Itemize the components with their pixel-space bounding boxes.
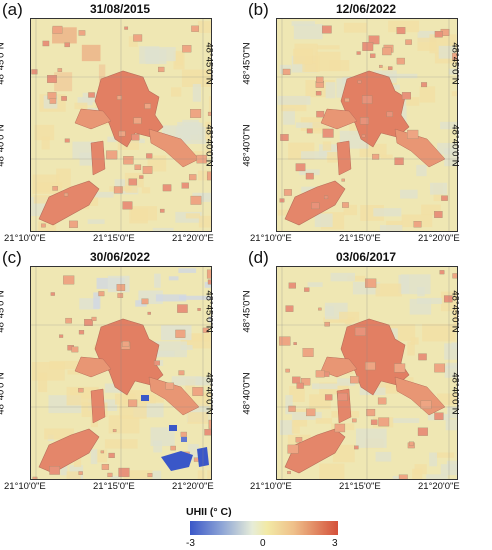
y-tick-label: 48°40'0"N — [203, 124, 215, 167]
y-tick-label: 48°45'0"N — [449, 42, 461, 85]
y-tick-label: 48°40'0"N — [449, 372, 461, 415]
x-tick-label: 21°20'0"E — [172, 233, 214, 244]
legend-tick-max: 3 — [332, 538, 338, 549]
map-panel-d: (d) 03/06/2017 21°10'0"E 21°15'0"E 21°20… — [242, 248, 486, 506]
y-tick-label: 48°45'0"N — [0, 290, 7, 333]
map-panel-b: (b) 12/06/2022 21°10'0"E 21°15'0"E 21°20… — [242, 0, 486, 258]
x-tick-label: 21°10'0"E — [4, 481, 46, 492]
panel-label: (b) — [248, 0, 269, 19]
x-tick-label: 21°20'0"E — [418, 233, 460, 244]
color-legend: UHII (° C) -3 0 3 — [180, 506, 340, 550]
panel-date: 31/08/2015 — [89, 2, 151, 16]
uhii-map — [276, 18, 458, 232]
y-tick-label: 48°45'0"N — [203, 42, 215, 85]
legend-tick-mid: 0 — [260, 538, 266, 549]
panel-date: 30/06/2022 — [89, 250, 151, 264]
y-tick-label: 48°40'0"N — [449, 124, 461, 167]
x-tick-label: 21°15'0"E — [93, 233, 135, 244]
panel-label: (c) — [2, 248, 22, 267]
y-tick-label: 48°45'0"N — [449, 290, 461, 333]
uhii-raster — [277, 19, 457, 231]
x-tick-label: 21°15'0"E — [339, 233, 381, 244]
legend-tick-min: -3 — [186, 538, 195, 549]
y-tick-label: 48°40'0"N — [0, 372, 7, 415]
uhii-raster — [31, 267, 211, 479]
y-tick-label: 48°45'0"N — [241, 290, 253, 333]
uhii-raster — [277, 267, 457, 479]
x-tick-label: 21°15'0"E — [93, 481, 135, 492]
y-tick-label: 48°45'0"N — [241, 42, 253, 85]
uhii-map — [30, 18, 212, 232]
panel-date: 03/06/2017 — [335, 250, 397, 264]
y-tick-label: 48°40'0"N — [241, 124, 253, 167]
y-tick-label: 48°40'0"N — [203, 372, 215, 415]
y-tick-label: 48°45'0"N — [0, 42, 7, 85]
legend-colorbar — [190, 521, 338, 535]
map-panel-a: (a) 31/08/2015 21°10'0"E 21°15'0"E 21°20… — [0, 0, 240, 258]
legend-title: UHII (° C) — [186, 506, 232, 518]
map-panel-c: (c) 30/06/2022 21°10'0"E 21°15'0"E 21°20… — [0, 248, 240, 506]
panel-date: 12/06/2022 — [335, 2, 397, 16]
x-tick-label: 21°20'0"E — [172, 481, 214, 492]
x-tick-label: 21°10'0"E — [250, 481, 292, 492]
panel-label: (a) — [2, 0, 23, 19]
x-tick-label: 21°20'0"E — [418, 481, 460, 492]
x-tick-label: 21°15'0"E — [339, 481, 381, 492]
y-tick-label: 48°40'0"N — [241, 372, 253, 415]
x-tick-label: 21°10'0"E — [4, 233, 46, 244]
panel-label: (d) — [248, 248, 269, 267]
x-tick-label: 21°10'0"E — [250, 233, 292, 244]
uhii-map — [30, 266, 212, 480]
y-tick-label: 48°40'0"N — [0, 124, 7, 167]
uhii-raster — [31, 19, 211, 231]
y-tick-label: 48°45'0"N — [203, 290, 215, 333]
uhii-map — [276, 266, 458, 480]
